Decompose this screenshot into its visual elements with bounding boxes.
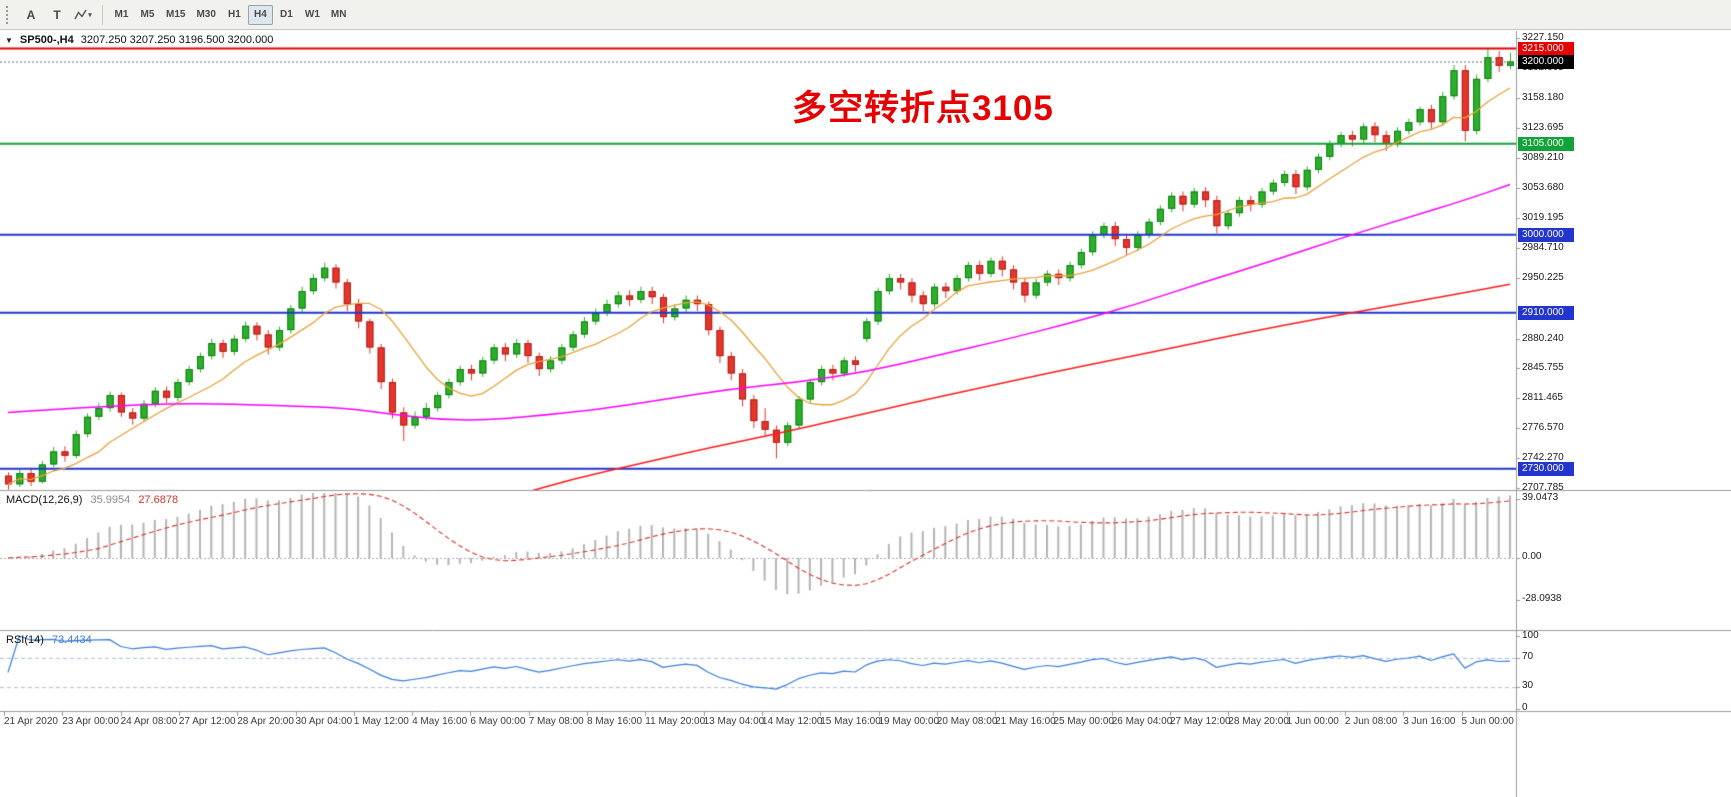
rsi-axis-70: 70 (1522, 651, 1534, 662)
drawing-tools-button[interactable]: ▾ (71, 4, 95, 26)
macd-axis-zero: 0.00 (1522, 551, 1542, 562)
time-axis-label: 28 May 20:00 (1228, 716, 1289, 727)
chevron-down-icon: ▾ (88, 11, 92, 19)
time-axis-label: 7 May 08:00 (528, 716, 584, 727)
chart-header: ▼ SP500-,H4 3207.250 3207.250 3196.500 3… (5, 34, 273, 46)
current-price-badge: 3200.000 (1518, 54, 1574, 69)
time-axis-label: 27 May 12:00 (1170, 716, 1231, 727)
rsi-value: 73.4434 (51, 634, 92, 646)
annotation-tool-button[interactable]: A (26, 7, 36, 22)
price-axis-tick: 2811.465 (1522, 392, 1563, 404)
price-axis-tick: 3123.695 (1522, 121, 1564, 133)
timeframe-group: M1 M5 M15 M30 H1 H4 D1 W1 MN (109, 4, 351, 25)
time-axis-label: 28 Apr 20:00 (237, 716, 294, 727)
time-axis-label: 6 May 00:00 (470, 716, 526, 727)
hline-price-badge[interactable]: 3105.000 (1518, 136, 1574, 151)
price-axis-tick: 2776.570 (1522, 422, 1564, 434)
time-axis-label: 19 May 00:00 (878, 716, 940, 727)
chart-annotation-text[interactable]: 多空转折点3105 (792, 89, 1054, 128)
time-axis-label: 30 Apr 04:00 (295, 716, 353, 727)
price-axis-tick: 2742.270 (1522, 452, 1564, 464)
polyline-icon (74, 8, 87, 21)
time-axis-label: 11 May 20:00 (645, 716, 706, 727)
macd-axis-min: -28.0938 (1522, 593, 1562, 604)
time-axis-label: 8 May 16:00 (587, 716, 643, 727)
chart-toolbar: A T ▾ M1 M5 M15 M30 H1 H4 D1 W1 MN (0, 0, 1731, 30)
time-axis-label: 13 May 04:00 (703, 716, 765, 727)
macd-indicator-label: MACD(12,26,9) 35.9954 27.6878 (6, 494, 178, 506)
time-axis-label: 5 Jun 00:00 (1461, 716, 1514, 727)
price-axis-tick: 3053.680 (1522, 182, 1564, 194)
time-axis-label: 21 May 16:00 (995, 716, 1056, 727)
symbol-dropdown-icon[interactable]: ▼ (5, 35, 13, 45)
time-axis-label: 4 May 16:00 (412, 716, 468, 727)
macd-signal-value: 27.6878 (138, 494, 179, 506)
time-axis-label: 1 Jun 00:00 (1286, 716, 1339, 727)
timeframe-button-h1[interactable]: H1 (228, 9, 241, 20)
time-axis-label: 25 May 00:00 (1053, 716, 1114, 727)
time-axis-label: 27 Apr 12:00 (178, 716, 236, 727)
rsi-axis-0: 0 (1522, 702, 1528, 713)
text-tool-button[interactable]: T (53, 7, 61, 22)
timeframe-button-h4[interactable]: H4 (247, 4, 273, 25)
timeframe-button-m1[interactable]: M1 (114, 9, 129, 20)
hline-price-badge[interactable]: 3000.000 (1518, 227, 1574, 242)
time-axis-label: 20 May 08:00 (936, 716, 998, 727)
price-axis-tick: 2950.225 (1522, 271, 1564, 283)
price-axis-tick: 3089.210 (1522, 151, 1564, 163)
toolbar-grip[interactable] (6, 5, 12, 24)
time-axis-label: 14 May 12:00 (761, 716, 823, 727)
macd-main-value: 35.9954 (90, 494, 131, 506)
ohlc-values: 3207.250 3207.250 3196.500 3200.000 (80, 34, 274, 46)
price-axis-tick: 2707.785 (1522, 482, 1564, 493)
price-axis-tick: 3019.195 (1522, 212, 1564, 224)
hline-price-badge[interactable]: 3215.000 (1518, 41, 1574, 56)
toolbar-separator (102, 4, 103, 25)
timeframe-button-m30[interactable]: M30 (196, 9, 216, 20)
time-axis-label: 26 May 04:00 (1111, 716, 1173, 727)
price-axis-tick: 2880.240 (1522, 332, 1564, 344)
rsi-indicator-label: RSI(14) 73.4434 (6, 634, 92, 646)
price-axis-tick: 3227.150 (1522, 32, 1564, 43)
macd-axis-max: 39.0473 (1522, 492, 1559, 503)
time-axis-label: 3 Jun 16:00 (1403, 716, 1456, 727)
timeframe-button-w1[interactable]: W1 (304, 9, 320, 20)
price-axis-tick: 2845.755 (1522, 362, 1564, 374)
price-axis-tick: 3158.180 (1522, 91, 1564, 103)
time-axis-label: 23 Apr 00:00 (62, 716, 120, 727)
rsi-axis-30: 30 (1522, 680, 1534, 691)
hline-price-badge[interactable]: 2910.000 (1518, 305, 1574, 320)
timeframe-button-m5[interactable]: M5 (140, 9, 155, 20)
rsi-axis-100: 100 (1522, 630, 1539, 641)
time-axis-label: 24 Apr 08:00 (120, 716, 178, 727)
time-axis-label: 21 Apr 2020 (4, 716, 58, 727)
time-axis-label: 1 May 12:00 (353, 716, 409, 727)
time-axis-label: 15 May 16:00 (820, 716, 881, 727)
timeframe-button-d1[interactable]: D1 (280, 9, 293, 20)
timeframe-button-mn[interactable]: MN (330, 9, 347, 20)
hline-price-badge[interactable]: 2730.000 (1518, 461, 1574, 476)
symbol-title: SP500-,H4 (19, 34, 74, 46)
time-axis-label: 2 Jun 08:00 (1344, 716, 1398, 727)
rsi-name: RSI(14) (6, 634, 44, 646)
macd-name: MACD(12,26,9) (6, 494, 83, 506)
timeframe-button-m15[interactable]: M15 (166, 9, 186, 20)
price-axis-tick: 2984.710 (1522, 242, 1564, 254)
